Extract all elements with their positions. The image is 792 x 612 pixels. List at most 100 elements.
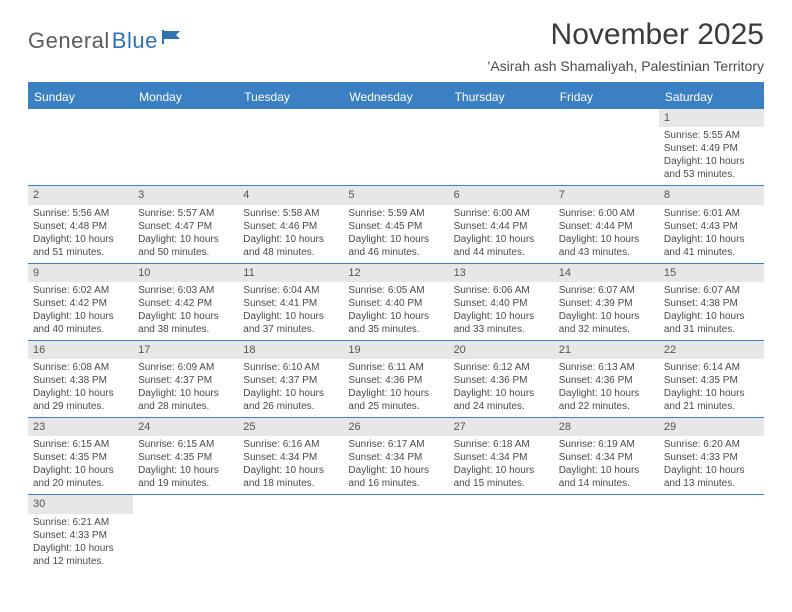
daylight-text: Daylight: 10 hours and 43 minutes. [559, 233, 654, 259]
day-cell: 8Sunrise: 6:01 AMSunset: 4:43 PMDaylight… [659, 186, 764, 262]
day-number: 19 [343, 341, 448, 359]
sunrise-text: Sunrise: 6:00 AM [559, 207, 654, 220]
daylight-text: Daylight: 10 hours and 19 minutes. [138, 464, 233, 490]
day-body: Sunrise: 6:13 AMSunset: 4:36 PMDaylight:… [554, 359, 659, 417]
day-cell: 29Sunrise: 6:20 AMSunset: 4:33 PMDayligh… [659, 418, 764, 494]
day-cell: 24Sunrise: 6:15 AMSunset: 4:35 PMDayligh… [133, 418, 238, 494]
day-body: Sunrise: 6:06 AMSunset: 4:40 PMDaylight:… [449, 282, 554, 340]
daylight-text: Daylight: 10 hours and 33 minutes. [454, 310, 549, 336]
day-body: Sunrise: 6:05 AMSunset: 4:40 PMDaylight:… [343, 282, 448, 340]
calendar-table: SundayMondayTuesdayWednesdayThursdayFrid… [28, 82, 764, 572]
sunrise-text: Sunrise: 6:12 AM [454, 361, 549, 374]
sunrise-text: Sunrise: 6:17 AM [348, 438, 443, 451]
day-body: Sunrise: 6:15 AMSunset: 4:35 PMDaylight:… [28, 436, 133, 494]
sunset-text: Sunset: 4:42 PM [138, 297, 233, 310]
sunset-text: Sunset: 4:40 PM [454, 297, 549, 310]
sunset-text: Sunset: 4:34 PM [454, 451, 549, 464]
day-body: Sunrise: 6:07 AMSunset: 4:39 PMDaylight:… [554, 282, 659, 340]
day-number: 11 [238, 264, 343, 282]
week-row: 23Sunrise: 6:15 AMSunset: 4:35 PMDayligh… [28, 418, 764, 495]
day-number: 9 [28, 264, 133, 282]
day-number: 7 [554, 186, 659, 204]
daylight-text: Daylight: 10 hours and 38 minutes. [138, 310, 233, 336]
day-cell: 19Sunrise: 6:11 AMSunset: 4:36 PMDayligh… [343, 341, 448, 417]
day-number: 15 [659, 264, 764, 282]
sunset-text: Sunset: 4:38 PM [664, 297, 759, 310]
day-body: Sunrise: 6:15 AMSunset: 4:35 PMDaylight:… [133, 436, 238, 494]
daylight-text: Daylight: 10 hours and 32 minutes. [559, 310, 654, 336]
day-body: Sunrise: 6:02 AMSunset: 4:42 PMDaylight:… [28, 282, 133, 340]
sunset-text: Sunset: 4:49 PM [664, 142, 759, 155]
day-cell-empty [28, 109, 133, 185]
week-row: 1Sunrise: 5:55 AMSunset: 4:49 PMDaylight… [28, 109, 764, 186]
day-cell-empty [449, 109, 554, 185]
header-row: General Blue November 2025 'Asirah ash S… [28, 18, 764, 74]
day-cell: 13Sunrise: 6:06 AMSunset: 4:40 PMDayligh… [449, 264, 554, 340]
day-cell: 25Sunrise: 6:16 AMSunset: 4:34 PMDayligh… [238, 418, 343, 494]
title-block: November 2025 'Asirah ash Shamaliyah, Pa… [488, 18, 764, 74]
brand-logo: General Blue [28, 18, 184, 54]
day-number: 20 [449, 341, 554, 359]
daylight-text: Daylight: 10 hours and 29 minutes. [33, 387, 128, 413]
days-of-week-header: SundayMondayTuesdayWednesdayThursdayFrid… [28, 85, 764, 109]
day-number: 29 [659, 418, 764, 436]
sunrise-text: Sunrise: 6:07 AM [664, 284, 759, 297]
sunset-text: Sunset: 4:41 PM [243, 297, 338, 310]
sunrise-text: Sunrise: 6:21 AM [33, 516, 128, 529]
day-body: Sunrise: 5:56 AMSunset: 4:48 PMDaylight:… [28, 205, 133, 263]
sunrise-text: Sunrise: 6:15 AM [33, 438, 128, 451]
day-cell-empty [343, 109, 448, 185]
daylight-text: Daylight: 10 hours and 28 minutes. [138, 387, 233, 413]
day-number: 6 [449, 186, 554, 204]
day-body: Sunrise: 5:55 AMSunset: 4:49 PMDaylight:… [659, 127, 764, 185]
day-cell-empty [133, 495, 238, 571]
daylight-text: Daylight: 10 hours and 25 minutes. [348, 387, 443, 413]
day-body: Sunrise: 6:04 AMSunset: 4:41 PMDaylight:… [238, 282, 343, 340]
daylight-text: Daylight: 10 hours and 16 minutes. [348, 464, 443, 490]
day-cell: 6Sunrise: 6:00 AMSunset: 4:44 PMDaylight… [449, 186, 554, 262]
day-number: 21 [554, 341, 659, 359]
day-number: 4 [238, 186, 343, 204]
sunrise-text: Sunrise: 6:00 AM [454, 207, 549, 220]
day-body: Sunrise: 6:08 AMSunset: 4:38 PMDaylight:… [28, 359, 133, 417]
day-cell: 17Sunrise: 6:09 AMSunset: 4:37 PMDayligh… [133, 341, 238, 417]
day-cell: 10Sunrise: 6:03 AMSunset: 4:42 PMDayligh… [133, 264, 238, 340]
day-number: 10 [133, 264, 238, 282]
day-cell: 14Sunrise: 6:07 AMSunset: 4:39 PMDayligh… [554, 264, 659, 340]
daylight-text: Daylight: 10 hours and 31 minutes. [664, 310, 759, 336]
sunset-text: Sunset: 4:35 PM [138, 451, 233, 464]
day-cell: 18Sunrise: 6:10 AMSunset: 4:37 PMDayligh… [238, 341, 343, 417]
brand-part1: General [28, 28, 110, 54]
day-cell: 21Sunrise: 6:13 AMSunset: 4:36 PMDayligh… [554, 341, 659, 417]
day-body: Sunrise: 6:14 AMSunset: 4:35 PMDaylight:… [659, 359, 764, 417]
sunset-text: Sunset: 4:36 PM [348, 374, 443, 387]
sunset-text: Sunset: 4:43 PM [664, 220, 759, 233]
day-cell-empty [659, 495, 764, 571]
day-number: 12 [343, 264, 448, 282]
week-row: 30Sunrise: 6:21 AMSunset: 4:33 PMDayligh… [28, 495, 764, 571]
sunset-text: Sunset: 4:34 PM [348, 451, 443, 464]
sunrise-text: Sunrise: 5:57 AM [138, 207, 233, 220]
day-number: 23 [28, 418, 133, 436]
day-body: Sunrise: 6:19 AMSunset: 4:34 PMDaylight:… [554, 436, 659, 494]
day-cell: 7Sunrise: 6:00 AMSunset: 4:44 PMDaylight… [554, 186, 659, 262]
sunset-text: Sunset: 4:37 PM [243, 374, 338, 387]
day-number: 3 [133, 186, 238, 204]
sunset-text: Sunset: 4:40 PM [348, 297, 443, 310]
daylight-text: Daylight: 10 hours and 26 minutes. [243, 387, 338, 413]
day-number: 17 [133, 341, 238, 359]
daylight-text: Daylight: 10 hours and 50 minutes. [138, 233, 233, 259]
sunrise-text: Sunrise: 6:01 AM [664, 207, 759, 220]
day-cell: 2Sunrise: 5:56 AMSunset: 4:48 PMDaylight… [28, 186, 133, 262]
sunset-text: Sunset: 4:38 PM [33, 374, 128, 387]
day-cell: 22Sunrise: 6:14 AMSunset: 4:35 PMDayligh… [659, 341, 764, 417]
week-row: 2Sunrise: 5:56 AMSunset: 4:48 PMDaylight… [28, 186, 764, 263]
daylight-text: Daylight: 10 hours and 21 minutes. [664, 387, 759, 413]
day-number: 30 [28, 495, 133, 513]
day-number: 18 [238, 341, 343, 359]
sunset-text: Sunset: 4:36 PM [454, 374, 549, 387]
daylight-text: Daylight: 10 hours and 15 minutes. [454, 464, 549, 490]
sunrise-text: Sunrise: 6:13 AM [559, 361, 654, 374]
day-body: Sunrise: 6:18 AMSunset: 4:34 PMDaylight:… [449, 436, 554, 494]
day-cell: 23Sunrise: 6:15 AMSunset: 4:35 PMDayligh… [28, 418, 133, 494]
